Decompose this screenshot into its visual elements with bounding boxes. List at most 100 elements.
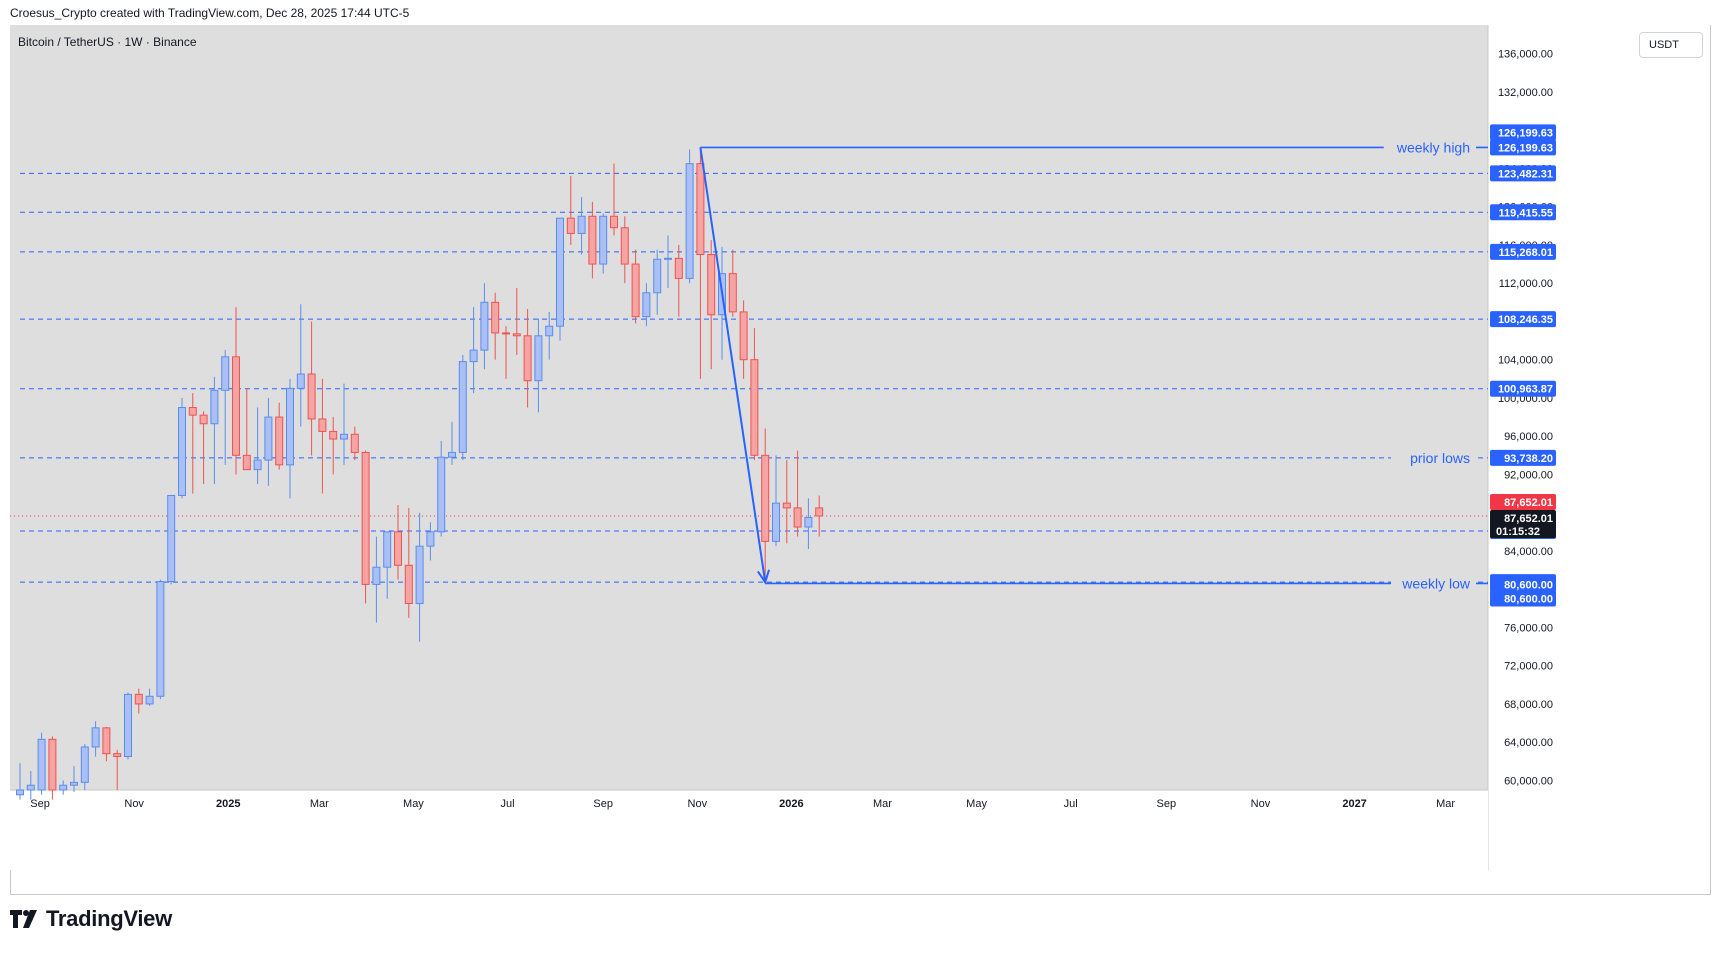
y-tick-label: 104,000.00 — [1498, 355, 1553, 367]
candle-body — [340, 433, 348, 440]
level-price-tag: 80,600.00 — [1504, 579, 1553, 591]
candle-body — [491, 301, 500, 334]
candle-up — [167, 494, 176, 585]
candle-down — [588, 201, 597, 279]
candle-body — [804, 516, 813, 528]
candle-up — [156, 579, 165, 700]
candle-up — [340, 383, 348, 465]
candle-up — [70, 766, 78, 792]
candle-up — [685, 149, 694, 284]
candle-body — [523, 335, 532, 382]
level-price-tag: 100,963.87 — [1498, 384, 1553, 396]
y-tick-label: 72,000.00 — [1504, 661, 1553, 673]
x-tick-label: Nov — [124, 798, 144, 810]
candle-down — [113, 749, 122, 790]
candle-body — [404, 564, 413, 605]
candle-up — [772, 455, 780, 547]
candle-down — [491, 292, 500, 360]
candle-down — [102, 726, 111, 762]
candle-body — [232, 356, 240, 456]
level-price-tag-bg — [1490, 243, 1556, 260]
candle-up — [577, 197, 586, 255]
candle-body — [588, 215, 597, 265]
current-price-box — [1490, 510, 1556, 539]
candle-down — [512, 287, 521, 355]
level-annotation-bg — [1383, 138, 1476, 157]
candle-body — [480, 301, 489, 351]
candle-down — [620, 216, 629, 284]
tradingview-logo[interactable]: TradingView — [10, 906, 172, 932]
x-tick-label: Nov — [1251, 798, 1271, 810]
candle-body — [124, 693, 132, 758]
level-price-tag-bg — [1490, 165, 1556, 182]
candle-down — [696, 147, 705, 379]
level-price-tag-bg — [1490, 380, 1556, 397]
candle-down — [674, 244, 683, 317]
candle-body — [253, 459, 262, 471]
y-tick-label: 84,000.00 — [1504, 546, 1553, 558]
candle-body — [653, 258, 662, 294]
x-tick-label: 2027 — [1342, 798, 1366, 810]
candle-up — [296, 304, 305, 427]
candle-up — [91, 721, 100, 757]
level-price-tag-bg — [1490, 204, 1556, 221]
candle-body — [502, 332, 510, 335]
candle-body — [512, 333, 521, 337]
time-axis — [10, 790, 1488, 870]
level-annotation: prior lows — [1410, 450, 1470, 466]
candle-body — [210, 389, 219, 425]
candle-up — [480, 283, 489, 370]
candle-down — [523, 309, 532, 408]
candle-up — [534, 318, 543, 413]
candle-up — [437, 440, 446, 537]
creator-line: Croesus_Crypto created with TradingView.… — [10, 6, 410, 20]
candle-body — [59, 784, 68, 791]
candle-down — [739, 300, 748, 379]
candlestick-chart[interactable]: 60,000.00 64,000.00 68,000.00 72,000.00 76,0… — [10, 25, 1710, 895]
x-tick-label: 2025 — [216, 798, 240, 810]
candle-down — [188, 393, 197, 494]
candle-body — [178, 407, 186, 496]
candle-up — [264, 397, 273, 486]
y-tick-label: 76,000.00 — [1504, 622, 1553, 634]
candle-up — [804, 498, 813, 550]
candle-body — [286, 387, 294, 466]
candle-body — [631, 263, 640, 318]
candle-body — [37, 738, 46, 791]
x-tick-label: Jul — [1064, 798, 1078, 810]
x-tick-label: Sep — [1157, 798, 1177, 810]
candle-body — [199, 414, 208, 425]
candle-body — [761, 454, 770, 542]
candle-down — [134, 688, 143, 714]
y-tick-label: 112,000.00 — [1499, 278, 1553, 290]
candle-body — [534, 335, 543, 382]
trend-arrow-head — [757, 569, 771, 585]
y-tick-label: 132,000.00 — [1498, 87, 1553, 99]
candle-body — [556, 217, 564, 327]
candle-body — [674, 257, 683, 279]
candle-up — [642, 283, 651, 327]
candle-body — [318, 418, 327, 432]
candle-body — [772, 502, 780, 542]
candle-down — [232, 307, 240, 475]
candle-body — [307, 373, 316, 420]
y-tick-label: 92,000.00 — [1504, 469, 1553, 481]
level-price-tag-bg — [1490, 576, 1556, 593]
x-tick-label: Sep — [593, 798, 613, 810]
candle-body — [80, 746, 89, 783]
x-tick-label: Mar — [873, 798, 892, 810]
level-price-tag: 119,415.55 — [1499, 207, 1553, 219]
candle-body — [275, 416, 284, 466]
level-annotation: weekly high — [1396, 139, 1470, 155]
candle-up — [253, 407, 262, 484]
candle-down — [502, 326, 510, 379]
candle-body — [448, 451, 456, 458]
candle-up — [145, 688, 154, 706]
candle-body — [70, 781, 78, 786]
countdown-timer: 01:15:32 — [1496, 526, 1540, 538]
candle-up — [16, 763, 24, 800]
currency-selector[interactable]: USDT — [1639, 32, 1703, 58]
candle-body — [296, 373, 305, 389]
candle-body — [329, 430, 338, 440]
symbol-title[interactable]: Bitcoin / TetherUS · 1W · Binance — [18, 35, 197, 49]
